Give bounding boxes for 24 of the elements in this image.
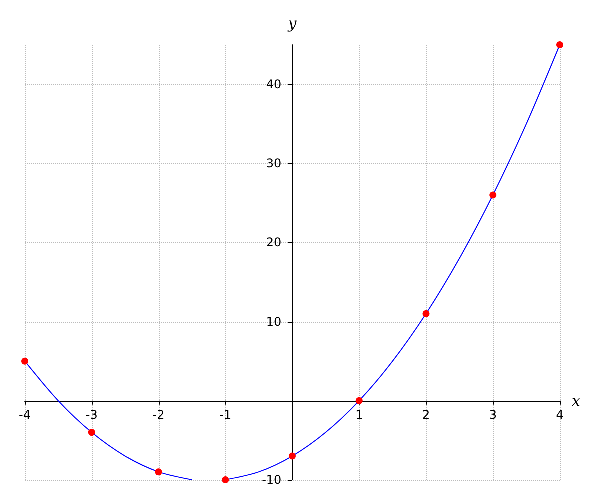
y-tick-label: -10 [262, 473, 282, 487]
point [356, 397, 363, 404]
point [556, 42, 564, 48]
y-tick-label: 40 [266, 78, 282, 92]
point [289, 452, 296, 460]
y-tick-label: 20 [266, 236, 282, 250]
point [422, 310, 430, 318]
x-tick-label: -1 [220, 408, 232, 422]
x-tick-label: -2 [152, 408, 165, 422]
x-tick-label: 4 [556, 408, 564, 422]
x-tick-label: 2 [422, 408, 430, 422]
x-tick-label: -3 [86, 408, 98, 422]
y-tick-label: 30 [266, 156, 282, 171]
y-axis-title: y [287, 14, 298, 32]
point [22, 358, 28, 365]
x-tick-label: 1 [356, 408, 364, 422]
point [88, 429, 96, 436]
point [155, 468, 162, 476]
x-tick-label: 3 [489, 408, 497, 422]
y-tick-label: 10 [266, 314, 282, 329]
x-axis-title: x [572, 392, 581, 410]
point [222, 476, 230, 484]
point [490, 192, 497, 199]
x-tick-label: -4 [19, 408, 31, 422]
